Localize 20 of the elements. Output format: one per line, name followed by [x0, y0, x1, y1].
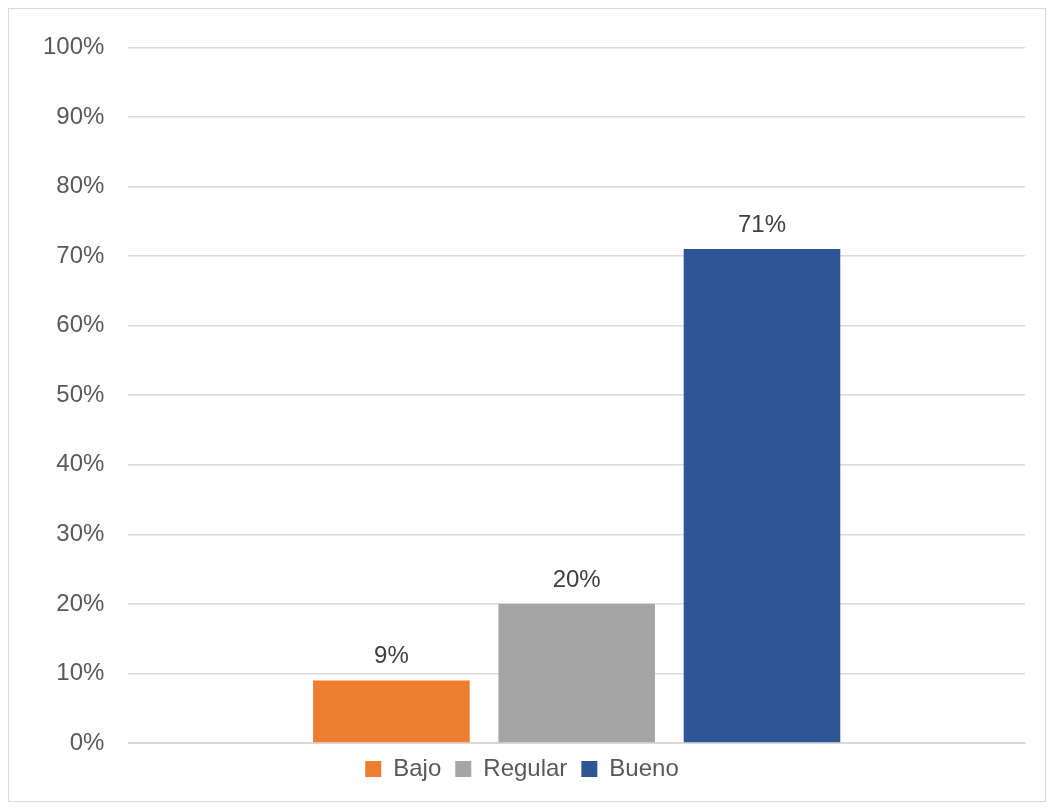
y-tick-label: 0%	[69, 727, 105, 755]
legend-label: Bueno	[609, 753, 679, 781]
bar	[313, 680, 470, 743]
y-tick-label: 100%	[42, 32, 105, 60]
y-tick-label: 20%	[56, 588, 105, 616]
y-tick-label: 10%	[56, 658, 105, 686]
data-label: 9%	[374, 641, 409, 669]
y-tick-label: 90%	[56, 101, 105, 129]
y-tick-label: 70%	[56, 240, 105, 268]
y-tick-label: 80%	[56, 171, 105, 199]
legend-label: Regular	[483, 753, 568, 781]
bar	[683, 249, 841, 743]
y-tick-label: 40%	[56, 449, 105, 477]
legend-label: Bajo	[393, 753, 442, 781]
data-label: 71%	[737, 209, 787, 237]
y-tick-label: 50%	[56, 379, 105, 407]
bar	[498, 603, 655, 743]
data-label: 20%	[552, 564, 601, 592]
y-tick-label: 60%	[56, 310, 105, 338]
y-tick-label: 30%	[56, 518, 105, 546]
